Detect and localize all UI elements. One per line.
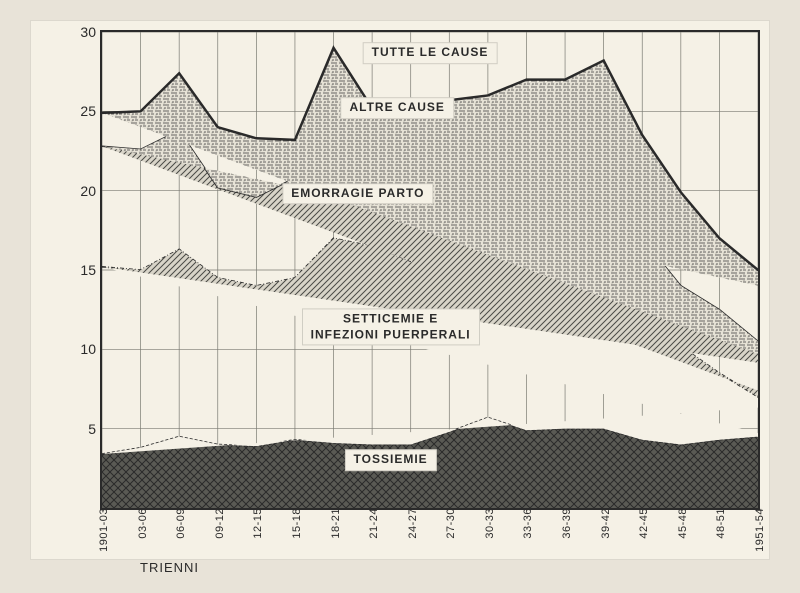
label-tutte-le-cause: TUTTE LE CAUSE	[363, 43, 498, 65]
label-emorragie: EMORRAGIE PARTO	[282, 183, 433, 205]
y-tick-label: 5	[88, 421, 102, 437]
x-tick-label: 42-45	[634, 508, 650, 539]
label-setticemie: SETTICEMIE EINFEZIONI PUERPERALI	[302, 309, 480, 346]
y-tick-label: 30	[80, 24, 102, 40]
y-tick-label: 25	[80, 103, 102, 119]
x-tick-label: 24-27	[403, 508, 419, 539]
plot-area: 510152025301901-0303-0606-0909-1212-1515…	[100, 30, 760, 510]
y-tick-label: 10	[80, 341, 102, 357]
label-tossiemie: TOSSIEMIE	[345, 450, 437, 472]
x-tick-label: 48-51	[711, 508, 727, 539]
x-tick-label: 30-33	[480, 508, 496, 539]
x-tick-label: 12-15	[248, 508, 264, 539]
x-tick-label: 36-39	[557, 508, 573, 539]
x-tick-label: 09-12	[210, 508, 226, 539]
x-tick-label: 39-42	[596, 508, 612, 539]
x-tick-label: 33-36	[518, 508, 534, 539]
x-tick-label: 18-21	[326, 508, 342, 539]
x-tick-label: 45-48	[673, 508, 689, 539]
x-tick-label: 21-24	[364, 508, 380, 539]
y-tick-label: 20	[80, 183, 102, 199]
x-tick-label: 1951-54	[750, 508, 766, 552]
y-tick-label: 15	[80, 262, 102, 278]
x-axis-title: TRIENNI	[140, 560, 199, 575]
x-tick-label: 1901-03	[94, 508, 110, 552]
x-tick-label: 06-09	[171, 508, 187, 539]
x-tick-label: 03-06	[133, 508, 149, 539]
x-tick-label: 15-18	[287, 508, 303, 539]
label-altre: ALTRE CAUSE	[340, 97, 453, 119]
x-tick-label: 27-30	[441, 508, 457, 539]
chart-frame: 5 10 15 20 25 30 1901-03 03-06 06-09 09-12 12-15 15…	[30, 20, 770, 560]
